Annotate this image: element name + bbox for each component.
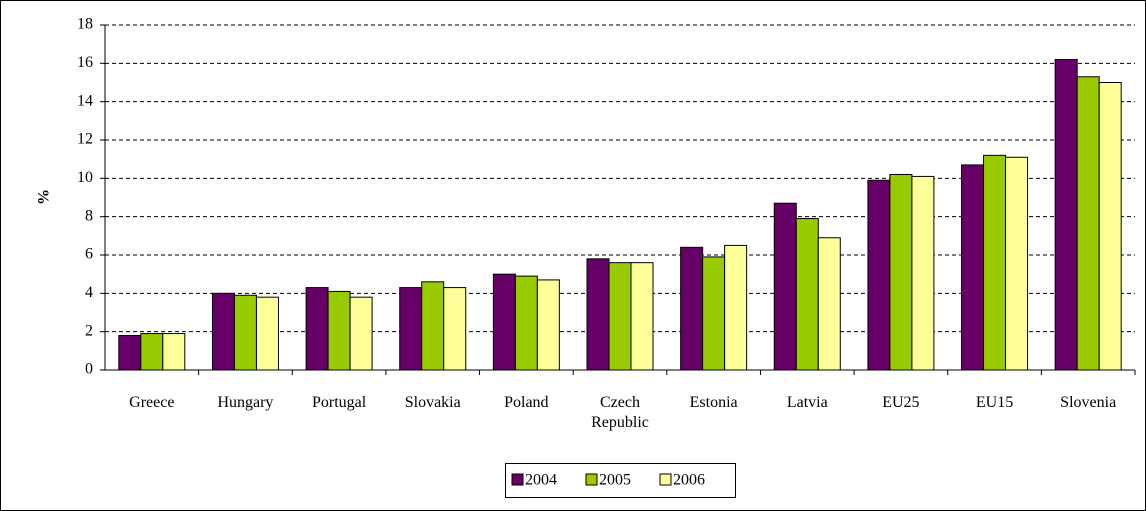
x-tick-label: Estonia	[689, 394, 738, 411]
y-axis-label: %	[36, 189, 53, 205]
y-tick-label: 14	[77, 92, 93, 109]
bar	[305, 287, 329, 371]
bar	[255, 296, 279, 371]
x-tick-label: Latvia	[786, 394, 828, 411]
bar	[608, 262, 632, 371]
bar	[702, 256, 726, 371]
bar	[630, 262, 654, 371]
bar	[421, 281, 445, 371]
bar	[983, 154, 1007, 371]
y-tick-label: 18	[77, 16, 93, 33]
bar	[961, 164, 985, 371]
bar	[773, 202, 797, 371]
bar	[889, 174, 913, 371]
legend-box	[505, 463, 736, 498]
bar	[399, 287, 423, 371]
x-tick-label: Greece	[129, 394, 175, 411]
bar	[724, 244, 748, 371]
bar	[443, 287, 467, 371]
bar	[514, 275, 538, 371]
bar	[680, 246, 704, 371]
bar	[118, 335, 142, 371]
bar	[911, 175, 935, 371]
x-tick-label: Slovenia	[1060, 394, 1117, 411]
bar	[1005, 156, 1029, 371]
bar	[1054, 59, 1078, 371]
bar	[795, 218, 819, 371]
bar	[140, 333, 164, 371]
bar	[586, 258, 610, 371]
bar	[233, 294, 257, 371]
y-tick-label: 0	[85, 361, 93, 378]
bar	[349, 296, 373, 371]
y-tick-label: 12	[77, 131, 93, 148]
x-tick-label: EU25	[882, 394, 920, 411]
bar	[1098, 82, 1122, 371]
bar	[492, 273, 516, 371]
y-tick-label: 6	[85, 246, 93, 263]
bar	[536, 279, 560, 371]
legend-swatch	[659, 473, 672, 486]
x-tick-label: Hungary	[217, 394, 274, 411]
bar	[867, 179, 891, 371]
legend-swatch	[585, 473, 598, 486]
y-tick-label: 4	[85, 284, 93, 301]
legend-label: 2006	[673, 472, 705, 489]
bar	[211, 292, 235, 371]
x-tick-label: EU15	[975, 394, 1014, 411]
x-tick-label: Slovakia	[404, 394, 461, 411]
bar	[162, 333, 186, 371]
legend-label: 2005	[599, 472, 631, 489]
bar	[327, 290, 351, 371]
bar	[817, 237, 841, 371]
x-tick-label: Poland	[504, 394, 549, 411]
y-tick-label: 2	[85, 322, 93, 339]
y-tick-label: 16	[77, 54, 93, 71]
x-tick-label: Czech Republic	[591, 394, 649, 431]
legend-label: 2004	[525, 472, 557, 489]
legend-swatch	[511, 473, 524, 486]
y-tick-label: 10	[77, 169, 93, 186]
bar	[1076, 76, 1100, 371]
y-tick-label: 8	[85, 207, 93, 224]
x-tick-label: Portugal	[311, 394, 367, 411]
